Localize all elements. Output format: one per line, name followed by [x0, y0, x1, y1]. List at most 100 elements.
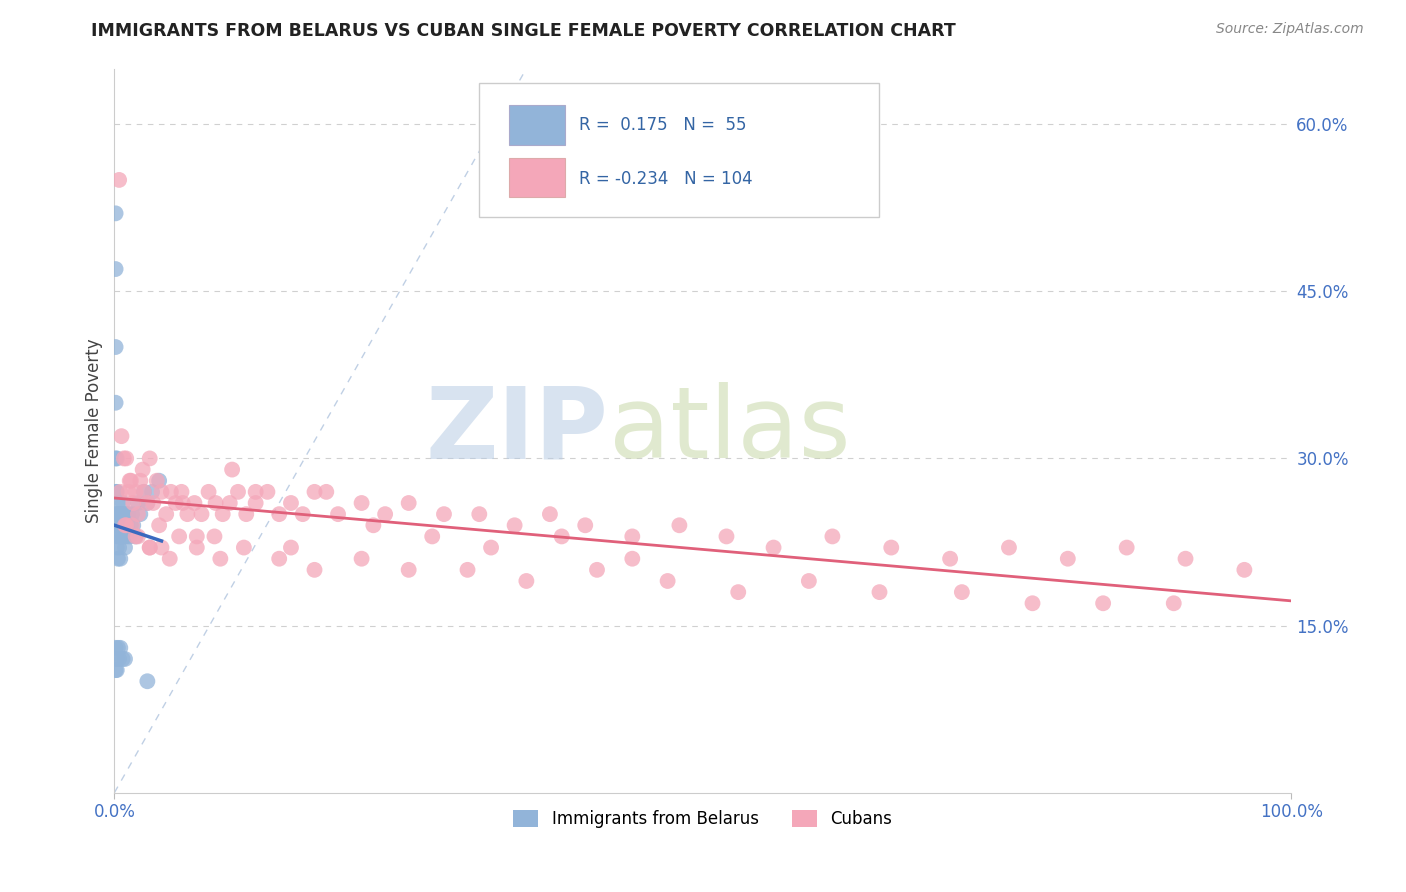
Point — [120, 474, 142, 488]
Point — [457, 563, 479, 577]
Point — [136, 674, 159, 689]
Point — [374, 507, 396, 521]
Point — [256, 484, 278, 499]
Point — [657, 574, 679, 588]
Point — [112, 451, 135, 466]
Point — [315, 484, 337, 499]
Point — [107, 640, 129, 655]
Point — [550, 529, 572, 543]
Point — [538, 507, 561, 521]
Point — [160, 484, 183, 499]
Point — [998, 541, 1021, 555]
Y-axis label: Single Female Poverty: Single Female Poverty — [86, 338, 103, 523]
Point — [105, 541, 128, 555]
Point — [108, 652, 131, 666]
Text: Source: ZipAtlas.com: Source: ZipAtlas.com — [1216, 22, 1364, 37]
Point — [114, 541, 136, 555]
Point — [146, 474, 169, 488]
Point — [148, 518, 170, 533]
Point — [112, 529, 135, 543]
Point — [186, 529, 208, 543]
Point — [105, 484, 128, 499]
Text: IMMIGRANTS FROM BELARUS VS CUBAN SINGLE FEMALE POVERTY CORRELATION CHART: IMMIGRANTS FROM BELARUS VS CUBAN SINGLE … — [91, 22, 956, 40]
Point — [218, 496, 240, 510]
Point — [245, 496, 267, 510]
Point — [503, 518, 526, 533]
Point — [132, 484, 155, 499]
Point — [117, 507, 139, 521]
Point — [304, 484, 326, 499]
Point — [129, 507, 152, 521]
Point — [107, 518, 129, 533]
Point — [105, 507, 128, 521]
Point — [127, 507, 149, 521]
Point — [138, 541, 160, 555]
Point — [110, 484, 132, 499]
Point — [124, 529, 146, 543]
Point — [515, 574, 537, 588]
Point — [111, 518, 134, 533]
Point — [115, 518, 138, 533]
Point — [115, 451, 138, 466]
Point — [183, 496, 205, 510]
Point — [197, 484, 219, 499]
Point — [104, 340, 127, 354]
Point — [574, 518, 596, 533]
Point — [105, 518, 128, 533]
Point — [105, 484, 128, 499]
Point — [110, 507, 132, 521]
Point — [138, 451, 160, 466]
Point — [186, 541, 208, 555]
Point — [1163, 596, 1185, 610]
Point — [1174, 551, 1197, 566]
Point — [398, 563, 420, 577]
Point — [105, 507, 128, 521]
Bar — [509, 104, 565, 145]
Point — [132, 484, 155, 499]
Point — [586, 563, 609, 577]
Point — [727, 585, 749, 599]
Point — [950, 585, 973, 599]
Point — [797, 574, 820, 588]
Point — [136, 496, 159, 510]
Point — [350, 551, 373, 566]
Point — [115, 529, 138, 543]
Point — [232, 541, 254, 555]
Point — [326, 507, 349, 521]
Point — [117, 518, 139, 533]
Point — [107, 529, 129, 543]
Point — [108, 541, 131, 555]
Point — [291, 507, 314, 521]
Point — [136, 496, 159, 510]
Point — [280, 496, 302, 510]
Point — [104, 663, 127, 677]
Point — [939, 551, 962, 566]
Point — [190, 507, 212, 521]
Point — [122, 518, 145, 533]
Text: R =  0.175   N =  55: R = 0.175 N = 55 — [579, 116, 747, 134]
Point — [107, 551, 129, 566]
Point — [150, 484, 173, 499]
Point — [114, 518, 136, 533]
Point — [468, 507, 491, 521]
Point — [110, 529, 132, 543]
Point — [148, 474, 170, 488]
Point — [363, 518, 385, 533]
Point — [104, 640, 127, 655]
Point — [110, 640, 132, 655]
Point — [269, 507, 291, 521]
Point — [245, 484, 267, 499]
Point — [108, 507, 131, 521]
Point — [131, 462, 153, 476]
Point — [104, 395, 127, 409]
Point — [120, 518, 142, 533]
Point — [124, 484, 146, 499]
Point — [124, 529, 146, 543]
Point — [716, 529, 738, 543]
Point — [869, 585, 891, 599]
Point — [280, 541, 302, 555]
Point — [129, 474, 152, 488]
Legend: Immigrants from Belarus, Cubans: Immigrants from Belarus, Cubans — [506, 804, 898, 835]
Bar — [509, 158, 565, 197]
Point — [269, 551, 291, 566]
